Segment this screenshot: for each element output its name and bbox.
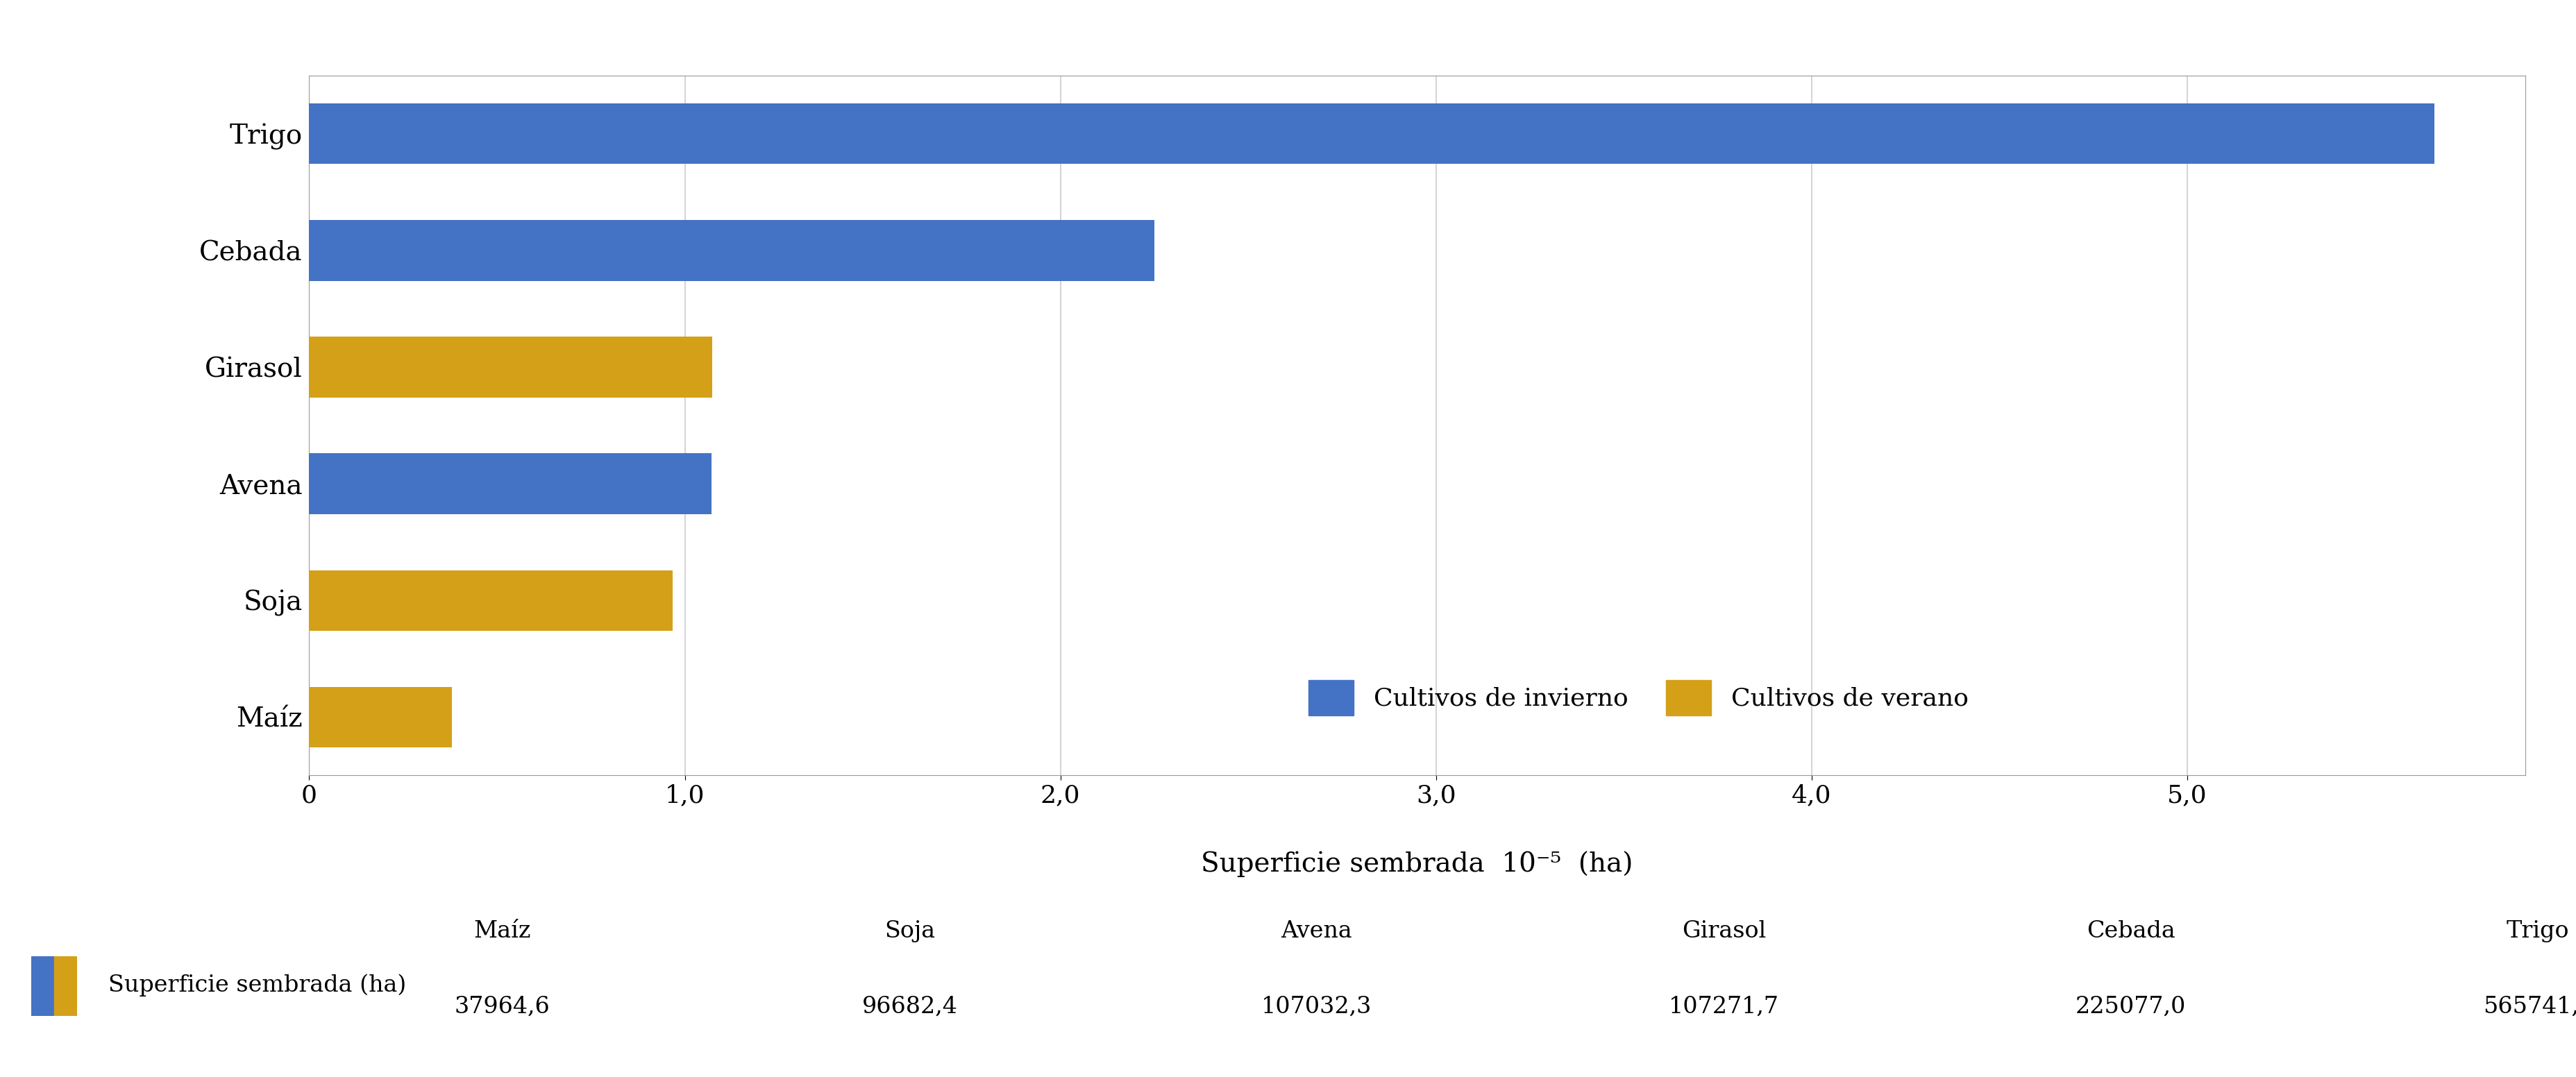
Legend: Cultivos de invierno, Cultivos de verano: Cultivos de invierno, Cultivos de verano bbox=[1296, 668, 1981, 728]
Text: 37964,6: 37964,6 bbox=[453, 996, 551, 1018]
Bar bbox=[309, 220, 1154, 281]
Bar bbox=[309, 337, 711, 397]
Text: 107032,3: 107032,3 bbox=[1262, 996, 1370, 1018]
Text: Soja: Soja bbox=[884, 921, 935, 942]
Text: Avena: Avena bbox=[1280, 921, 1352, 942]
Text: Superficie sembrada (ha): Superficie sembrada (ha) bbox=[108, 974, 407, 997]
Bar bbox=[309, 687, 451, 747]
Text: Superficie sembrada  10⁻⁵  (ha): Superficie sembrada 10⁻⁵ (ha) bbox=[1200, 851, 1633, 877]
Text: Trigo: Trigo bbox=[2506, 921, 2568, 942]
Text: 225077,0: 225077,0 bbox=[2076, 996, 2184, 1018]
Bar bbox=[309, 570, 672, 631]
Bar bbox=[309, 103, 2434, 164]
Text: Cebada: Cebada bbox=[2087, 921, 2174, 942]
Text: 96682,4: 96682,4 bbox=[860, 996, 958, 1018]
Bar bbox=[309, 453, 711, 514]
Text: 107271,7: 107271,7 bbox=[1669, 996, 1777, 1018]
Text: Maíz: Maíz bbox=[474, 921, 531, 942]
Bar bbox=[54, 956, 77, 1016]
Text: 565741,9: 565741,9 bbox=[2483, 996, 2576, 1018]
Text: Girasol: Girasol bbox=[1682, 921, 1765, 942]
Bar bbox=[31, 956, 54, 1016]
